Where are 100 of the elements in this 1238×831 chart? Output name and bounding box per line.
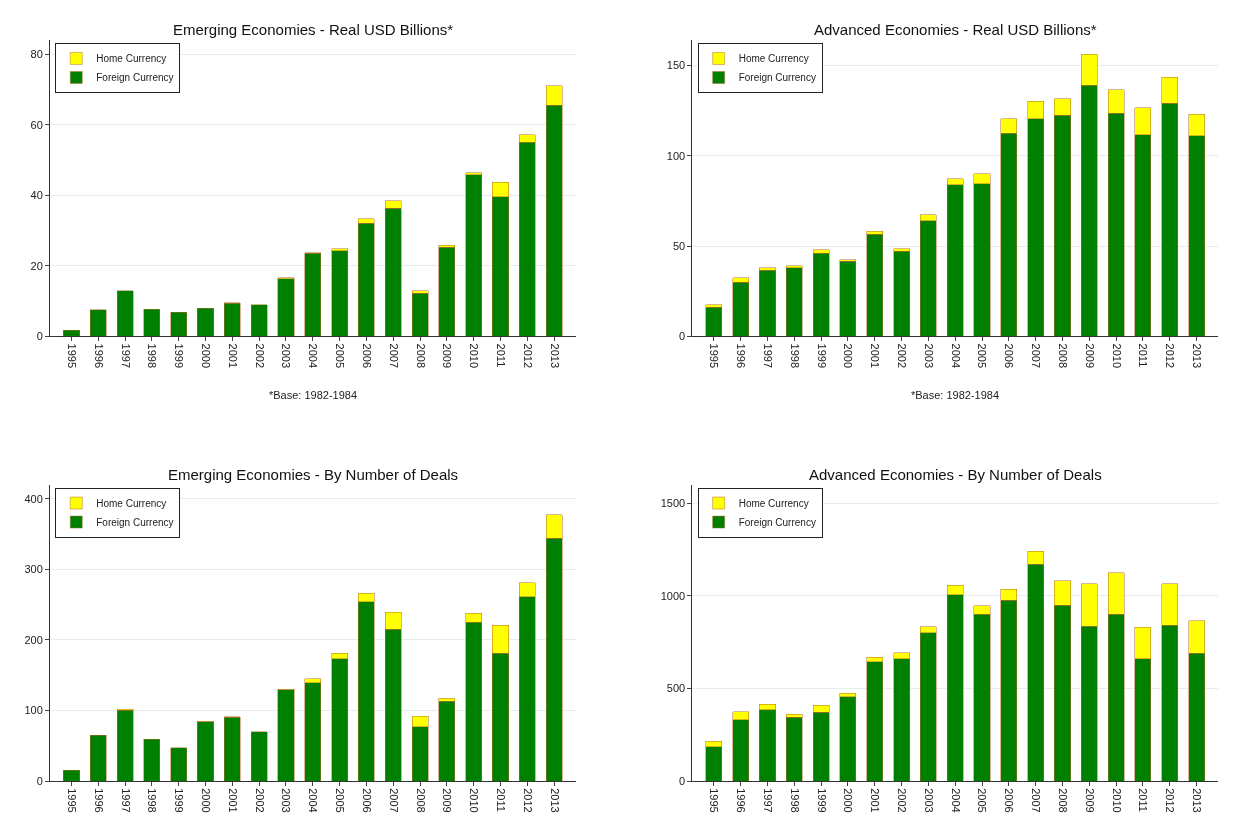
y-tick-label: 0: [679, 774, 686, 787]
x-tick-label: 2009: [441, 343, 454, 369]
y-tick-label: 200: [24, 633, 43, 646]
y-tick-label: 400: [24, 492, 43, 505]
x-tick-label: 1997: [761, 788, 774, 813]
y-tick-label: 1000: [660, 589, 686, 602]
x-tick-label: 2007: [387, 788, 400, 813]
chart-title: Advanced Economies - Real USD Billions*: [814, 21, 1097, 38]
x-tick-label: 2008: [414, 788, 427, 813]
y-tick-label: 150: [666, 59, 686, 72]
chart-title: Advanced Economies - By Number of Deals: [809, 466, 1102, 483]
y-tick-label: 1500: [660, 496, 686, 509]
x-tick-label: 1995: [708, 788, 721, 813]
x-tick-label: 2004: [949, 788, 962, 813]
x-tick-label: 2001: [869, 788, 882, 813]
x-tick-label: 2009: [1083, 343, 1096, 369]
x-tick-label: 2007: [1030, 788, 1043, 813]
y-tick-label: 300: [24, 563, 43, 576]
x-tick-label: 1997: [119, 788, 132, 813]
x-tick-label: 2010: [468, 788, 481, 813]
chart-title: Emerging Economies - By Number of Deals: [168, 466, 459, 483]
bar: [116, 290, 134, 337]
x-tick-label: 2000: [842, 343, 855, 369]
x-tick-label: 1999: [815, 343, 828, 369]
x-tick-label: 1998: [788, 343, 801, 369]
bar: [89, 734, 107, 781]
x-tick-label: 2008: [414, 343, 427, 369]
x-tick-label: 2010: [468, 343, 481, 369]
x-tick-label: 2000: [199, 788, 212, 813]
x-tick-label: 2003: [922, 788, 935, 813]
bar: [116, 710, 134, 781]
bar: [143, 739, 161, 781]
text: *Base: 1982-1984: [911, 389, 1000, 401]
x-tick-label: 2008: [1056, 343, 1069, 369]
bar: [331, 250, 348, 337]
bar: [250, 304, 268, 337]
y-tick-label: 20: [30, 259, 43, 272]
x-tick-label: 2005: [976, 343, 989, 369]
x-tick-label: 2003: [280, 343, 293, 369]
bar: [866, 234, 884, 337]
x-tick-label: 2004: [307, 343, 320, 369]
x-tick-label: 1998: [788, 788, 801, 813]
y-tick-label: 40: [30, 189, 43, 202]
y-tick-label: 0: [36, 330, 43, 343]
x-tick-label: 1998: [146, 788, 159, 813]
bar: [224, 302, 241, 337]
x-tick-label: 2001: [869, 343, 882, 369]
bar: [411, 293, 429, 337]
x-tick-label: 1996: [735, 343, 748, 369]
x-tick-label: 2004: [307, 788, 320, 813]
x-tick-label: 1999: [815, 788, 828, 813]
legend-label: Foreign Currency: [738, 516, 816, 528]
legend-label: Home Currency: [96, 53, 167, 65]
x-tick-label: 2010: [1110, 788, 1123, 813]
bar: [143, 308, 161, 337]
x-tick-label: 2013: [548, 343, 561, 369]
legend-label: Foreign Currency: [738, 72, 816, 84]
bar: [170, 747, 188, 781]
bar: [304, 253, 322, 337]
x-tick-label: 2013: [1190, 343, 1203, 369]
x-tick-label: 2000: [199, 343, 212, 369]
x-tick-label: 2002: [253, 788, 266, 813]
x-tick-label: 2003: [280, 788, 293, 813]
x-tick-label: 2001: [226, 788, 239, 813]
bar: [170, 312, 188, 337]
x-tick-label: 2011: [494, 343, 507, 368]
x-tick-label: 2006: [360, 343, 373, 369]
x-tick-label: 2013: [1190, 788, 1203, 813]
x-tick-label: 1995: [65, 788, 78, 813]
bar: [812, 253, 830, 337]
x-tick-label: 2000: [842, 788, 855, 813]
x-tick-label: 2012: [1164, 788, 1177, 813]
bar: [438, 701, 456, 781]
x-tick-label: 2012: [1164, 343, 1177, 369]
x-tick-label: 2007: [387, 343, 400, 369]
x-tick-label: 1997: [761, 343, 774, 369]
x-tick-label: 2012: [521, 788, 534, 813]
y-tick-label: 50: [672, 239, 686, 252]
x-tick-label: 1997: [119, 343, 132, 369]
chart-title: Emerging Economies - Real USD Billions*: [173, 21, 454, 38]
x-tick-label: 2006: [1003, 343, 1016, 369]
x-tick-label: 2005: [976, 788, 989, 813]
bar: [866, 661, 884, 781]
y-tick-label: 80: [30, 47, 43, 60]
legend-label: Foreign Currency: [96, 516, 174, 528]
x-tick-label: 2010: [1110, 343, 1123, 369]
bar: [786, 716, 803, 781]
bar: [465, 174, 482, 337]
bar: [197, 307, 214, 337]
bar: [89, 309, 107, 337]
x-tick-label: 1996: [735, 788, 748, 813]
x-tick-label: 2002: [895, 343, 908, 369]
x-tick-label: 1998: [146, 343, 159, 369]
bar: [304, 682, 322, 781]
x-tick-label: 2009: [441, 788, 454, 813]
bar: [277, 278, 295, 337]
x-tick-label: 2011: [1137, 343, 1150, 368]
bar: [63, 330, 80, 337]
text: *Base: 1982-1984: [269, 389, 358, 401]
legend-label: Home Currency: [738, 497, 809, 509]
